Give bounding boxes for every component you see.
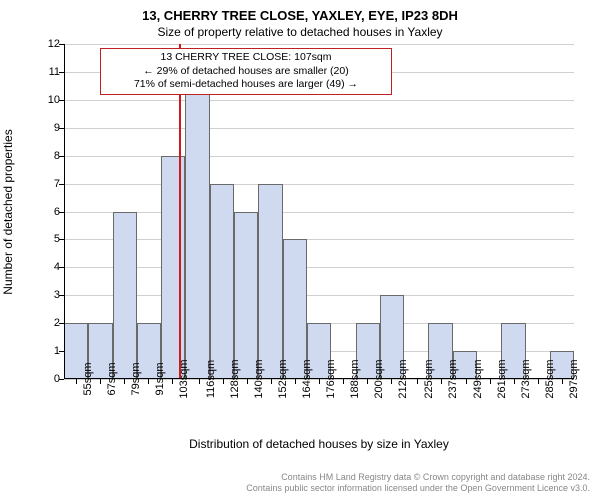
x-tick-label: 67sqm — [100, 362, 118, 395]
histogram-bar — [161, 156, 185, 379]
x-tick-label: 128sqm — [223, 359, 241, 398]
x-tick-label: 225sqm — [417, 359, 435, 398]
x-tick-label: 200sqm — [367, 359, 385, 398]
histogram-bar — [185, 72, 209, 379]
gridline — [64, 212, 574, 213]
histogram-bar — [258, 184, 282, 379]
x-tick-label: 273sqm — [514, 359, 532, 398]
x-tick-label: 91sqm — [148, 362, 166, 395]
chart-container: 13, CHERRY TREE CLOSE, YAXLEY, EYE, IP23… — [0, 0, 600, 500]
gridline — [64, 295, 574, 296]
x-tick-label: 103sqm — [172, 359, 190, 398]
histogram-bar — [283, 239, 307, 379]
histogram-bar — [113, 212, 137, 380]
gridline — [64, 239, 574, 240]
axis-line — [64, 378, 574, 379]
attribution-footer: Contains HM Land Registry data © Crown c… — [246, 472, 590, 494]
gridline — [64, 100, 574, 101]
x-tick-label: 188sqm — [343, 359, 361, 398]
x-tick-label: 116sqm — [199, 360, 217, 398]
x-tick-label: 55sqm — [76, 362, 94, 395]
gridline — [64, 267, 574, 268]
info-line-1: 13 CHERRY TREE CLOSE: 107sqm — [107, 51, 385, 65]
gridline — [64, 156, 574, 157]
x-tick-label: 212sqm — [391, 359, 409, 398]
gridline — [64, 128, 574, 129]
x-axis-label: Distribution of detached houses by size … — [189, 437, 449, 451]
axis-line — [64, 44, 65, 379]
x-tick-label: 297sqm — [562, 359, 580, 398]
x-tick-label: 140sqm — [247, 359, 265, 398]
x-tick-label: 152sqm — [271, 359, 289, 398]
info-line-3: 71% of semi-detached houses are larger (… — [107, 78, 385, 92]
histogram-bar — [234, 212, 258, 380]
y-axis-label: Number of detached properties — [1, 129, 15, 294]
gridline — [64, 184, 574, 185]
x-tick-label: 249sqm — [466, 359, 484, 398]
x-tick-label: 261sqm — [490, 359, 508, 398]
chart-subtitle: Size of property relative to detached ho… — [0, 23, 600, 39]
info-box: 13 CHERRY TREE CLOSE: 107sqm ← 29% of de… — [100, 48, 392, 95]
x-tick-label: 164sqm — [295, 359, 313, 398]
x-tick-label: 79sqm — [124, 362, 142, 395]
footer-line-2: Contains public sector information licen… — [246, 483, 590, 494]
x-tick-label: 285sqm — [538, 359, 556, 398]
x-tick-label: 176sqm — [319, 359, 337, 398]
info-line-2: ← 29% of detached houses are smaller (20… — [107, 65, 385, 79]
histogram-bar — [210, 184, 234, 379]
chart-title: 13, CHERRY TREE CLOSE, YAXLEY, EYE, IP23… — [0, 0, 600, 23]
gridline — [64, 44, 574, 45]
y-tick-mark — [59, 379, 64, 380]
x-tick-label: 237sqm — [441, 359, 459, 398]
footer-line-1: Contains HM Land Registry data © Crown c… — [246, 472, 590, 483]
